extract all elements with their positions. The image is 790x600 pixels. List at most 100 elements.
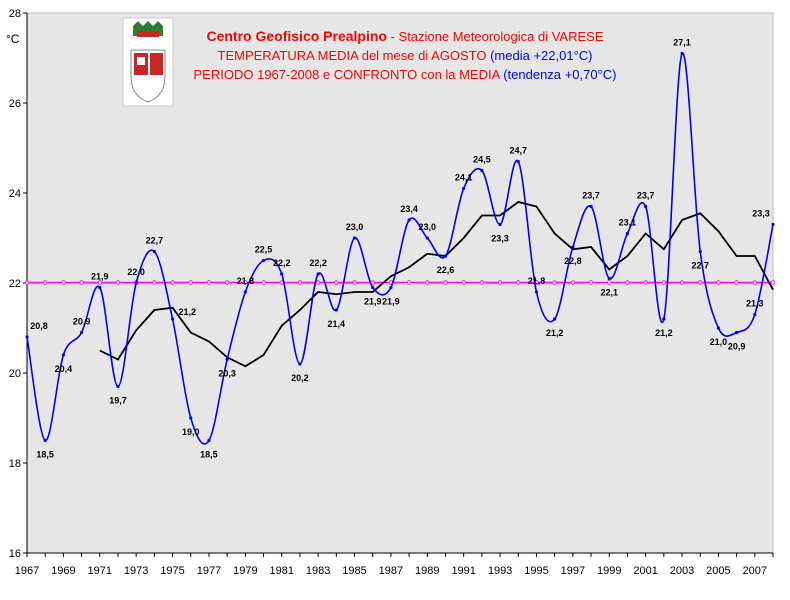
data-point: [753, 312, 757, 317]
mean-marker: [625, 280, 630, 285]
mean-marker: [334, 280, 339, 285]
data-point: [280, 272, 284, 276]
data-label: 21,2: [546, 328, 564, 338]
data-point: [735, 330, 739, 335]
mean-marker: [206, 280, 212, 285]
x-tick-label: 1967: [15, 565, 39, 577]
data-label: 18,5: [36, 450, 54, 460]
data-label: 21,8: [237, 276, 255, 286]
data-point: [644, 204, 648, 209]
data-point: [462, 186, 466, 191]
mean-marker: [42, 280, 48, 285]
x-tick-label: 1979: [233, 565, 257, 577]
y-tick-label: 20: [9, 368, 21, 380]
mean-marker: [643, 280, 648, 285]
data-label: 20,3: [218, 369, 236, 379]
data-label: 27,1: [673, 38, 691, 48]
title-segment: (tendenza +0,70°C): [503, 67, 616, 82]
data-point: [607, 276, 611, 281]
data-point: [207, 438, 211, 443]
data-label: 23,7: [582, 191, 600, 201]
data-point: [407, 218, 411, 222]
data-point: [425, 236, 429, 240]
data-label: 22,6: [437, 265, 455, 275]
y-tick-label: 16: [9, 548, 21, 560]
x-tick-label: 2005: [706, 565, 730, 577]
data-point: [516, 159, 520, 164]
emblem-quarter-right: [150, 53, 163, 75]
data-point: [443, 254, 448, 258]
data-point: [298, 362, 302, 366]
x-tick-label: 2001: [633, 565, 657, 577]
data-point: [334, 308, 338, 312]
data-label: 22,2: [273, 258, 291, 268]
mean-marker: [97, 280, 103, 285]
data-point: [261, 258, 266, 263]
x-tick-label: 1983: [306, 565, 330, 577]
data-label: 21,4: [328, 319, 346, 329]
data-label: 20,2: [291, 373, 309, 383]
x-tick-label: 1993: [488, 565, 512, 577]
x-tick-label: 1987: [379, 565, 403, 577]
data-point: [134, 281, 138, 285]
mean-marker: [679, 280, 685, 285]
data-point: [534, 290, 539, 294]
data-point: [389, 285, 393, 290]
x-tick-label: 1989: [415, 565, 439, 577]
data-label: 22,2: [309, 258, 327, 268]
title-line: Centro Geofisico Prealpino - Stazione Me…: [206, 28, 603, 44]
x-tick-label: 1971: [88, 565, 112, 577]
mean-marker: [697, 280, 703, 285]
data-point: [571, 245, 575, 249]
data-point: [771, 222, 775, 227]
data-label: 23,3: [491, 234, 509, 244]
data-point: [25, 335, 29, 339]
mean-marker: [61, 280, 66, 285]
data-label: 23,4: [400, 204, 418, 214]
x-tick-label: 1991: [451, 565, 475, 577]
data-point: [225, 357, 229, 362]
mean-marker: [516, 280, 521, 285]
data-label: 20,8: [30, 321, 48, 331]
y-tick-label: 24: [9, 188, 21, 200]
mean-marker: [170, 280, 175, 285]
title-segment: (media +22,01°C): [490, 48, 592, 63]
data-point: [79, 330, 84, 335]
data-point: [316, 272, 320, 276]
data-label: 20,9: [73, 317, 91, 327]
data-label: 21,3: [746, 299, 764, 309]
data-point: [553, 317, 557, 321]
data-label: 23,3: [752, 209, 770, 219]
mean-marker: [606, 280, 612, 285]
data-point: [625, 231, 630, 236]
data-label: 21,8: [528, 276, 546, 286]
data-label: 21,0: [710, 337, 728, 347]
mean-marker: [497, 280, 503, 285]
x-tick-label: 1997: [561, 565, 585, 577]
mean-marker: [79, 280, 84, 285]
data-point: [243, 290, 247, 294]
data-label: 22,1: [600, 288, 618, 298]
y-tick-label: 22: [9, 278, 21, 290]
data-label: 18,5: [200, 450, 218, 460]
data-label: 22,7: [691, 261, 709, 271]
data-point: [589, 204, 593, 209]
y-axis-unit-label: °C: [6, 32, 20, 46]
data-label: 21,2: [179, 307, 197, 317]
x-tick-label: 1977: [197, 565, 221, 577]
data-label: 21,2: [655, 328, 673, 338]
data-point: [98, 285, 102, 290]
mean-marker: [552, 280, 557, 285]
y-tick-label: 18: [9, 458, 21, 470]
data-label: 22,5: [255, 245, 273, 255]
title-line: TEMPERATURA MEDIA del mese di AGOSTO (me…: [218, 48, 593, 63]
mean-marker: [152, 280, 157, 285]
observed-series-layer: [25, 51, 775, 445]
x-tick-label: 1995: [524, 565, 548, 577]
mean-marker: [588, 280, 594, 285]
title-segment: TEMPERATURA MEDIA del mese di AGOSTO: [218, 48, 491, 63]
data-label: 23,0: [419, 222, 437, 232]
mean-marker: [661, 280, 667, 285]
